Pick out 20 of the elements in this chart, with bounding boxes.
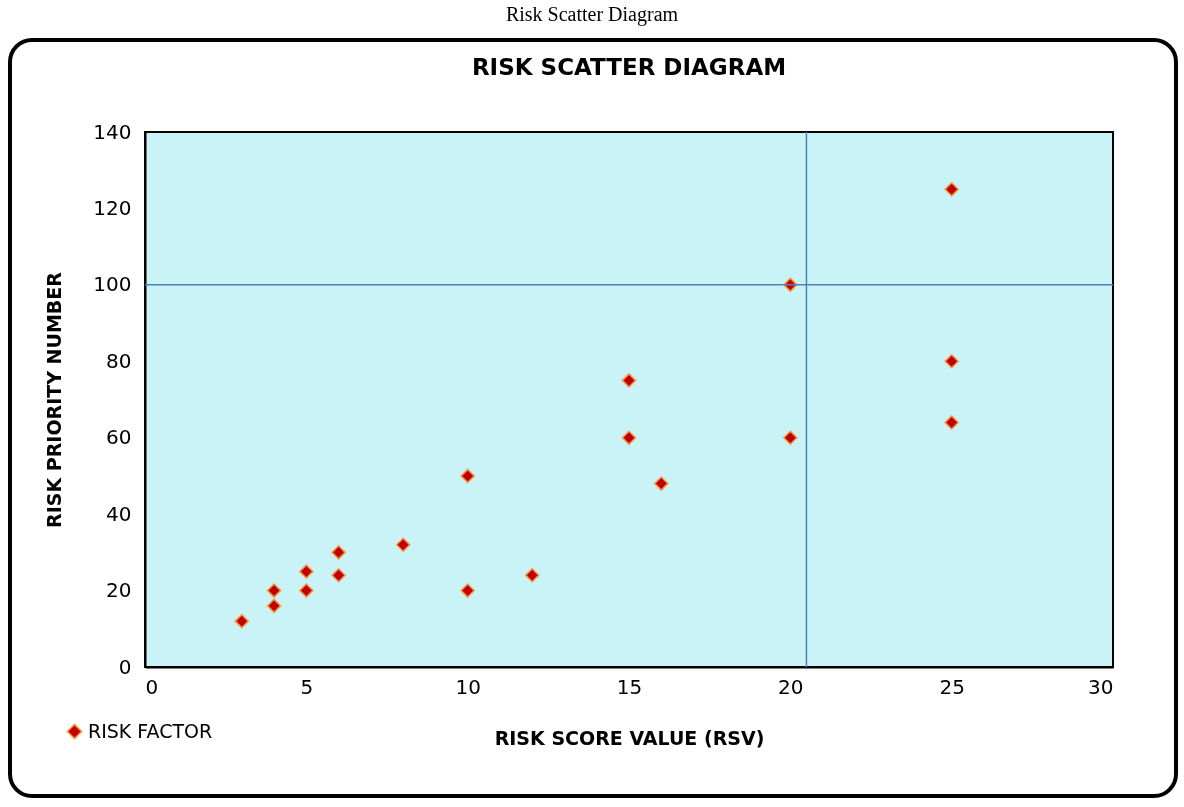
legend-label: RISK FACTOR (88, 719, 213, 742)
x-tick-label: 15 (616, 674, 643, 699)
y-axis-title: RISK PRIORITY NUMBER (43, 271, 66, 528)
y-tick-label: 40 (106, 501, 132, 526)
text: Risk Scatter Diagram (504, 2, 680, 28)
chart-title: RISK SCATTER DIAGRAM (471, 54, 787, 80)
x-tick-label: 20 (778, 674, 804, 699)
y-tick-label: 60 (106, 425, 132, 450)
x-tick-label: 5 (300, 674, 314, 699)
x-tick-label: 10 (455, 674, 481, 699)
x-tick-label: 30 (1088, 674, 1114, 699)
y-tick-label: 120 (93, 195, 132, 220)
y-tick-label: 100 (93, 272, 132, 297)
x-axis-title: RISK SCORE VALUE (RSV) (494, 726, 765, 749)
x-tick-label: 0 (145, 674, 159, 699)
y-tick-label: 20 (106, 578, 132, 603)
x-tick-label: 25 (939, 674, 965, 699)
y-tick-label: 0 (118, 654, 132, 679)
y-tick-label: 140 (93, 119, 132, 144)
y-tick-label: 80 (106, 348, 132, 373)
